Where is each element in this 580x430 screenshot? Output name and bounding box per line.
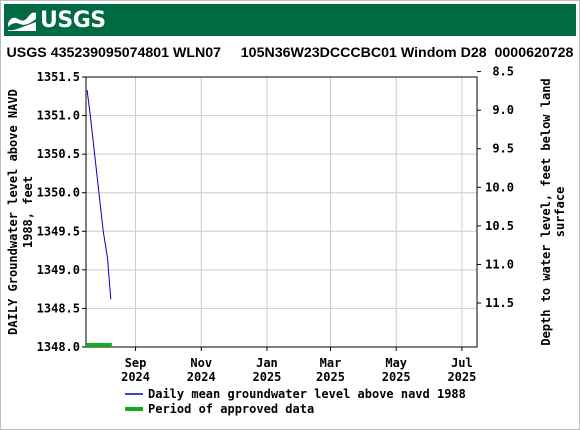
left-axis-label: DAILY Groundwater level above NAVD [6,89,20,335]
x-tick-label-month: Mar [320,356,342,370]
x-tick-label-month: Nov [190,356,212,370]
x-tick-label-year: 2025 [447,370,476,384]
right-tick-label: 11.0 [485,257,514,271]
x-tick-label-month: Jan [256,356,278,370]
right-tick-label: 10.0 [485,180,514,194]
x-tick-label-month: May [385,356,407,370]
legend-approved-label: Period of approved data [148,402,314,416]
left-tick-label: 1348.0 [37,340,80,354]
left-tick-label: 1350.0 [37,186,80,200]
left-tick-label: 1350.5 [37,147,80,161]
x-tick-label-year: 2024 [121,370,150,384]
usgs-logo-text: USGS [40,7,106,33]
left-tick-label: 1348.5 [37,301,80,315]
right-tick-label: 11.5 [485,296,514,310]
x-tick-label-month: Jul [451,356,473,370]
x-tick-label-year: 2025 [316,370,345,384]
right-tick-label: 9.5 [492,142,514,156]
left-axis-label-line2: 1988, feet [21,176,35,248]
right-axis-label-line2: surface [553,187,567,238]
usgs-logo: USGS [4,4,134,36]
right-tick-label: 9.0 [492,103,514,117]
left-tick-label: 1349.5 [37,224,80,238]
right-tick-label: 10.5 [485,219,514,233]
plot-border [85,76,478,348]
x-tick-label-year: 2025 [253,370,282,384]
usgs-banner [4,4,576,36]
legend-series-label: Daily mean groundwater level above navd … [148,387,466,401]
right-axis-label: Depth to water level, feet below land [539,78,553,345]
left-tick-label: 1349.0 [37,263,80,277]
x-tick-label-year: 2024 [187,370,216,384]
chart-title: USGS 435239095074801 WLN07 105N36W23DCCC… [6,45,574,61]
right-tick-label: 8.5 [492,65,514,79]
series-line [86,90,112,300]
left-tick-label: 1351.5 [37,70,80,84]
x-tick-label-month: Sep [125,356,147,370]
usgs-wave-icon [8,12,36,31]
x-tick-label-year: 2025 [382,370,411,384]
left-tick-label: 1351.0 [37,109,80,123]
